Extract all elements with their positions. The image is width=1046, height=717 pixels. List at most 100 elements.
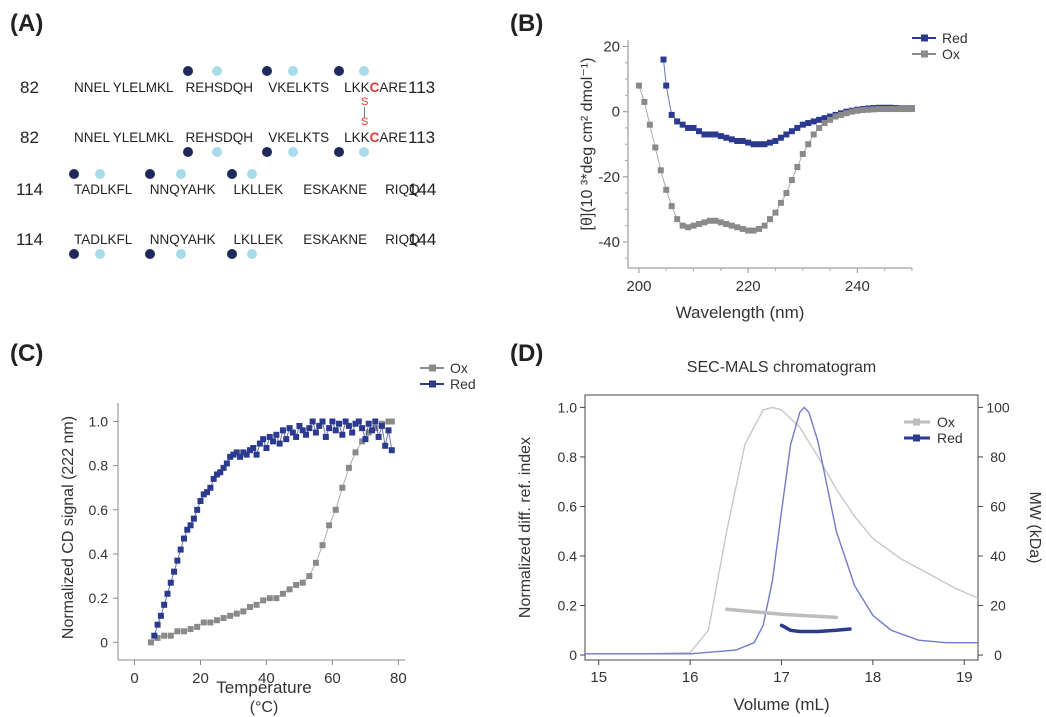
sequence-segment: TADLKFL [74, 182, 133, 197]
chart-c-data-point [217, 469, 224, 476]
chart-d-x-tick-label: 18 [865, 669, 882, 686]
chart-b-data-point [794, 124, 801, 131]
chart-b-data-point [865, 105, 872, 112]
sequence-start-number: 82 [20, 128, 39, 147]
chart-c-data-point [253, 451, 260, 458]
chart-c-legend-label: Ox [450, 360, 468, 376]
sequence-segment: NNQYAHK [149, 182, 216, 197]
chart-c-data-point [279, 590, 286, 597]
heptad-dot-light [95, 249, 105, 259]
heptad-dot-light [95, 169, 105, 179]
chart-b-data-point [783, 131, 790, 138]
chart-b-data-point [745, 139, 752, 146]
chart-c-y-tick-label: 0.6 [89, 502, 109, 518]
chart-c-data-point [177, 546, 184, 553]
chart-b-data-point [777, 199, 784, 206]
heptad-dot-light [359, 66, 369, 76]
chart-b-data-point [717, 219, 724, 226]
chart-c-data-point [375, 433, 382, 440]
heptad-dot-light [176, 169, 186, 179]
chart-c-data-point [220, 464, 227, 471]
chart-c-x-tick-label: 20 [192, 670, 209, 687]
heptad-dot-dark [334, 147, 344, 157]
chart-d-x-tick-label: 17 [773, 669, 790, 686]
chart-c-data-point [349, 429, 356, 436]
chart-c-data-point [174, 628, 181, 635]
chart-b-data-point [909, 105, 915, 112]
chart-b-data-point [635, 82, 642, 89]
chart-d-y-tick-label: 0.6 [558, 498, 578, 514]
chart-b-data-point [870, 106, 877, 113]
chart-c-data-point [227, 612, 234, 619]
chart-c-data-point [339, 484, 346, 491]
chart-c-data-point [293, 433, 300, 440]
chart-b-data-point [816, 124, 823, 131]
sequence-segment: VKELKTS [268, 130, 330, 145]
chart-b-x-tick-label: 220 [736, 278, 761, 295]
disulfide-bond-label: | [363, 106, 366, 118]
chart-d-y2-tick-label: 80 [990, 449, 1006, 465]
chart-b-data-point [838, 110, 844, 117]
chart-d-x-tick-label: 19 [956, 669, 973, 686]
chart-c-data-point [312, 429, 319, 436]
sequence-segment: NNQYAHK [149, 232, 216, 247]
chart-c-data-point [345, 464, 352, 471]
chart-b-data-point [668, 111, 675, 118]
heptad-dot-light [212, 147, 222, 157]
chart-c-data-point [197, 498, 204, 504]
chart-c-data-point [365, 420, 372, 427]
chart-d-legend-label: Ox [937, 414, 955, 430]
chart-c-data-point [154, 621, 161, 628]
chart-b-data-point [717, 133, 724, 140]
chart-b-data-point [898, 106, 905, 113]
chart-c-y-tick-label: 0.4 [89, 546, 109, 562]
heptad-dot-dark [334, 66, 344, 76]
chart-c-data-point [260, 597, 267, 604]
chart-b-data-point [690, 222, 697, 229]
heptad-dot-dark [227, 169, 237, 179]
chart-b-data-point [646, 121, 653, 128]
chart-d-title: SEC-MALS chromatogram [687, 359, 876, 376]
chart-d-y-tick-label: 1.0 [558, 399, 578, 415]
chart-c-data-point [273, 595, 280, 602]
chart-b-data-point [674, 216, 681, 223]
chart-c-data-point [207, 484, 214, 491]
chart-c-data-point [161, 632, 168, 639]
panel-label-b: (B) [510, 10, 544, 37]
chart-d-y2-tick-label: 0 [994, 647, 1002, 663]
sequence-segment: ESKAKNE [303, 232, 368, 247]
chart-c-data-point [293, 581, 300, 588]
chart-d-series-ox [585, 406, 979, 655]
heptad-dot-dark [183, 66, 193, 76]
chart-c-data-point [352, 420, 359, 427]
chart-b-data-point [887, 104, 894, 111]
heptad-dot-light [288, 66, 298, 76]
heptad-dot-dark [262, 147, 272, 157]
chart-b-data-point [859, 107, 866, 114]
chart-b-data-point [756, 141, 763, 148]
chart-c-legend-label: Red [450, 376, 476, 392]
chart-b-data-point [799, 121, 806, 128]
chart-c-data-point [289, 429, 296, 436]
sequence-segment: NNEL [74, 130, 111, 145]
chart-c-data-point [190, 515, 197, 522]
sequence-end-number: 113 [408, 78, 436, 97]
chart-c-data-point [369, 427, 376, 434]
sequence-segment: LKLLEK [233, 182, 284, 197]
sequence-row: NNEL YLELMKL REHSDQH VKELKTS LKKCARE [74, 80, 407, 95]
chart-b-data-point [843, 108, 850, 115]
chart-c-data-point [372, 425, 379, 432]
chart-b-data-point [690, 124, 697, 131]
sequence-row: NNEL YLELMKL REHSDQH VKELKTS LKKCARE [74, 130, 407, 145]
chart-d-y-tick-label: 0 [569, 647, 577, 663]
chart-d-legend-marker [913, 418, 920, 426]
chart-c-series-line-red [153, 419, 393, 636]
chart-d-y-tick-label: 0.8 [558, 449, 578, 465]
sequence-segment: YLELMKL [112, 130, 174, 145]
chart-c-data-point [180, 628, 187, 635]
chart-c-data-point [382, 442, 389, 449]
chart-c-data-point [220, 615, 227, 622]
chart-b-data-point [903, 106, 910, 113]
chart-c-data-point [164, 590, 171, 597]
chart-c-data-point [326, 522, 333, 529]
